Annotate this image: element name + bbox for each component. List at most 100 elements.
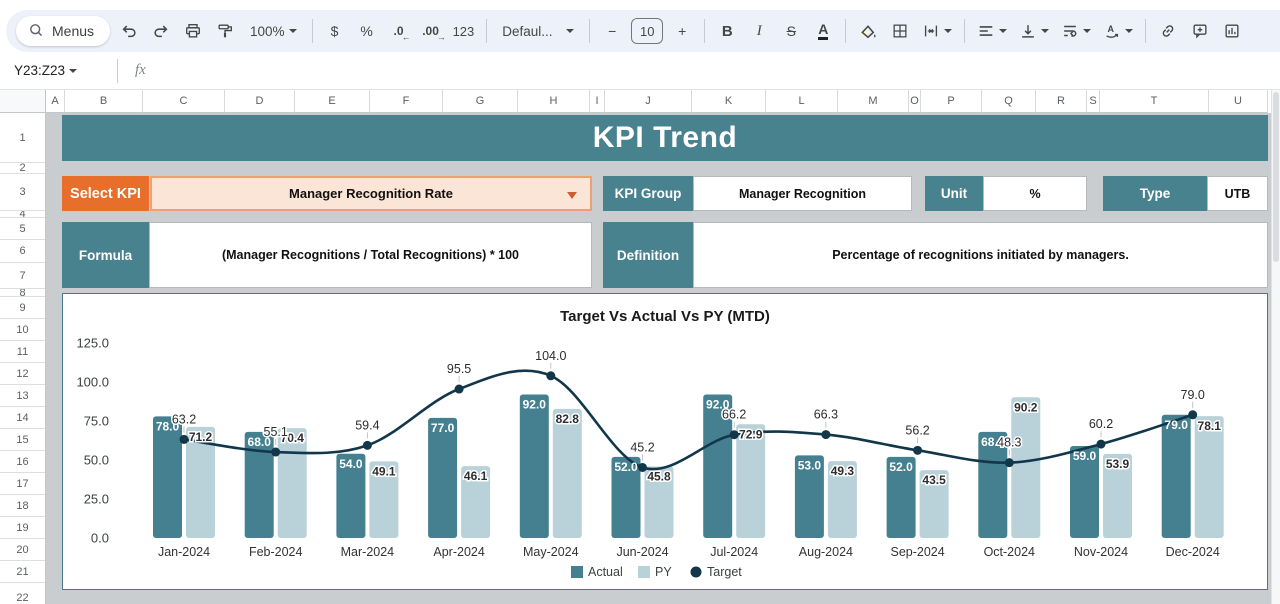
- insert-chart-button[interactable]: [1219, 18, 1245, 44]
- row-header-18[interactable]: 18: [0, 495, 45, 517]
- row-header-14[interactable]: 14: [0, 407, 45, 429]
- horizontal-align-button[interactable]: [974, 18, 1010, 44]
- text-wrap-icon: [1064, 25, 1077, 37]
- decrease-font-size-button[interactable]: −: [599, 18, 625, 44]
- decrease-decimals-button[interactable]: .0 ←: [386, 18, 412, 44]
- column-header-S[interactable]: S: [1087, 90, 1100, 113]
- row-header-2[interactable]: 2: [0, 163, 45, 174]
- sheet-canvas[interactable]: KPI Trend Select KPI Manager Recognition…: [46, 113, 1280, 604]
- strikethrough-button[interactable]: S: [778, 18, 804, 44]
- bar-actual-Apr-2024: [428, 417, 458, 538]
- select-all-corner[interactable]: [0, 90, 46, 113]
- row-header-13[interactable]: 13: [0, 385, 45, 407]
- target-data-label: 56.2: [905, 423, 929, 437]
- actual-data-label: 68.0: [248, 435, 272, 449]
- text-color-button[interactable]: A: [810, 18, 836, 44]
- text-wrap-button[interactable]: [1058, 18, 1094, 44]
- link-icon: [1162, 25, 1174, 37]
- column-header-O[interactable]: O: [909, 90, 921, 113]
- column-header-C[interactable]: C: [143, 90, 225, 113]
- row-header-8[interactable]: 8: [0, 289, 45, 297]
- row-header-6[interactable]: 6: [0, 240, 45, 263]
- row-header-11[interactable]: 11: [0, 341, 45, 363]
- increase-decimals-button[interactable]: .00 →: [418, 18, 446, 44]
- toolbar-divider: [589, 19, 591, 43]
- target-point: [1188, 410, 1198, 420]
- row-header-21[interactable]: 21: [0, 561, 45, 583]
- column-header-R[interactable]: R: [1036, 90, 1087, 113]
- paint-format-button[interactable]: [212, 18, 238, 44]
- insert-link-button[interactable]: [1155, 18, 1181, 44]
- row-header-3[interactable]: 3: [0, 174, 45, 211]
- kpi-select-dropdown[interactable]: Manager Recognition Rate: [150, 176, 592, 211]
- y-axis-tick: 25.0: [84, 492, 109, 507]
- column-header-D[interactable]: D: [225, 90, 295, 113]
- print-button[interactable]: [180, 18, 206, 44]
- redo-button[interactable]: [148, 18, 174, 44]
- bold-button[interactable]: B: [714, 18, 740, 44]
- column-header-F[interactable]: F: [370, 90, 443, 113]
- borders-button[interactable]: [887, 18, 913, 44]
- chevron-down-icon: [69, 68, 78, 73]
- row-header-9[interactable]: 9: [0, 297, 45, 319]
- row-header-4[interactable]: 4: [0, 211, 45, 218]
- column-header-L[interactable]: L: [766, 90, 838, 113]
- row-header-5[interactable]: 5: [0, 218, 45, 240]
- target-data-label: 59.4: [355, 418, 379, 432]
- format-percent-button[interactable]: %: [354, 18, 380, 44]
- x-axis-label: Dec-2024: [1166, 545, 1220, 559]
- column-header-A[interactable]: A: [46, 90, 65, 113]
- column-header-K[interactable]: K: [692, 90, 766, 113]
- merge-cells-button[interactable]: [919, 18, 955, 44]
- column-header-G[interactable]: G: [443, 90, 518, 113]
- row-header-20[interactable]: 20: [0, 539, 45, 561]
- increase-font-size-button[interactable]: +: [669, 18, 695, 44]
- chevron-down-icon: [566, 29, 575, 33]
- row-header-17[interactable]: 17: [0, 473, 45, 495]
- text-rotation-icon: A: [1106, 24, 1119, 38]
- column-header-I[interactable]: I: [590, 90, 605, 113]
- row-header-19[interactable]: 19: [0, 517, 45, 539]
- vertical-scrollbar[interactable]: [1271, 90, 1280, 604]
- formula-bar-divider: [117, 58, 118, 83]
- column-header-M[interactable]: M: [838, 90, 909, 113]
- italic-button[interactable]: I: [746, 18, 772, 44]
- column-header-E[interactable]: E: [295, 90, 370, 113]
- font-size-input[interactable]: 10: [631, 18, 664, 44]
- bar-actual-Nov-2024: [1070, 445, 1099, 538]
- row-header-10[interactable]: 10: [0, 319, 45, 341]
- row-header-22[interactable]: 22: [0, 583, 45, 604]
- row-header-1[interactable]: 1: [0, 113, 45, 163]
- column-header-B[interactable]: B: [65, 90, 143, 113]
- scrollbar-thumb[interactable]: [1273, 92, 1279, 262]
- column-header-P[interactable]: P: [921, 90, 982, 113]
- row-header-12[interactable]: 12: [0, 363, 45, 385]
- column-header-H[interactable]: H: [518, 90, 590, 113]
- kpi-trend-chart[interactable]: Target Vs Actual Vs PY (MTD) 125.0 100.0 75…: [62, 293, 1268, 590]
- insert-comment-button[interactable]: [1187, 18, 1213, 44]
- column-header-Q[interactable]: Q: [982, 90, 1036, 113]
- toolbar-divider: [964, 19, 966, 43]
- x-axis-label: Oct-2024: [984, 545, 1035, 559]
- column-header-U[interactable]: U: [1209, 90, 1268, 113]
- toolbar: Menus 100% $ % .0 ← .00 → 123 Defau: [6, 10, 1280, 52]
- name-box[interactable]: Y23:Z23: [14, 63, 114, 78]
- x-axis-label: May-2024: [523, 545, 579, 559]
- row-header-16[interactable]: 16: [0, 451, 45, 473]
- zoom-select[interactable]: 100%: [244, 18, 303, 44]
- column-header-T[interactable]: T: [1100, 90, 1209, 113]
- font-family-select[interactable]: Defaul...: [496, 18, 580, 44]
- menus-search[interactable]: Menus: [16, 16, 111, 46]
- undo-button[interactable]: [116, 18, 142, 44]
- fill-color-button[interactable]: [855, 18, 881, 44]
- row-header-7[interactable]: 7: [0, 263, 45, 289]
- column-header-J[interactable]: J: [605, 90, 692, 113]
- vertical-align-button[interactable]: [1016, 18, 1052, 44]
- format-currency-button[interactable]: $: [322, 18, 348, 44]
- py-data-label: 78.1: [1198, 419, 1222, 433]
- row-header-15[interactable]: 15: [0, 429, 45, 451]
- text-rotation-button[interactable]: A: [1100, 18, 1136, 44]
- number-format-button[interactable]: 123: [450, 18, 478, 44]
- paint-bucket-icon: [860, 24, 876, 38]
